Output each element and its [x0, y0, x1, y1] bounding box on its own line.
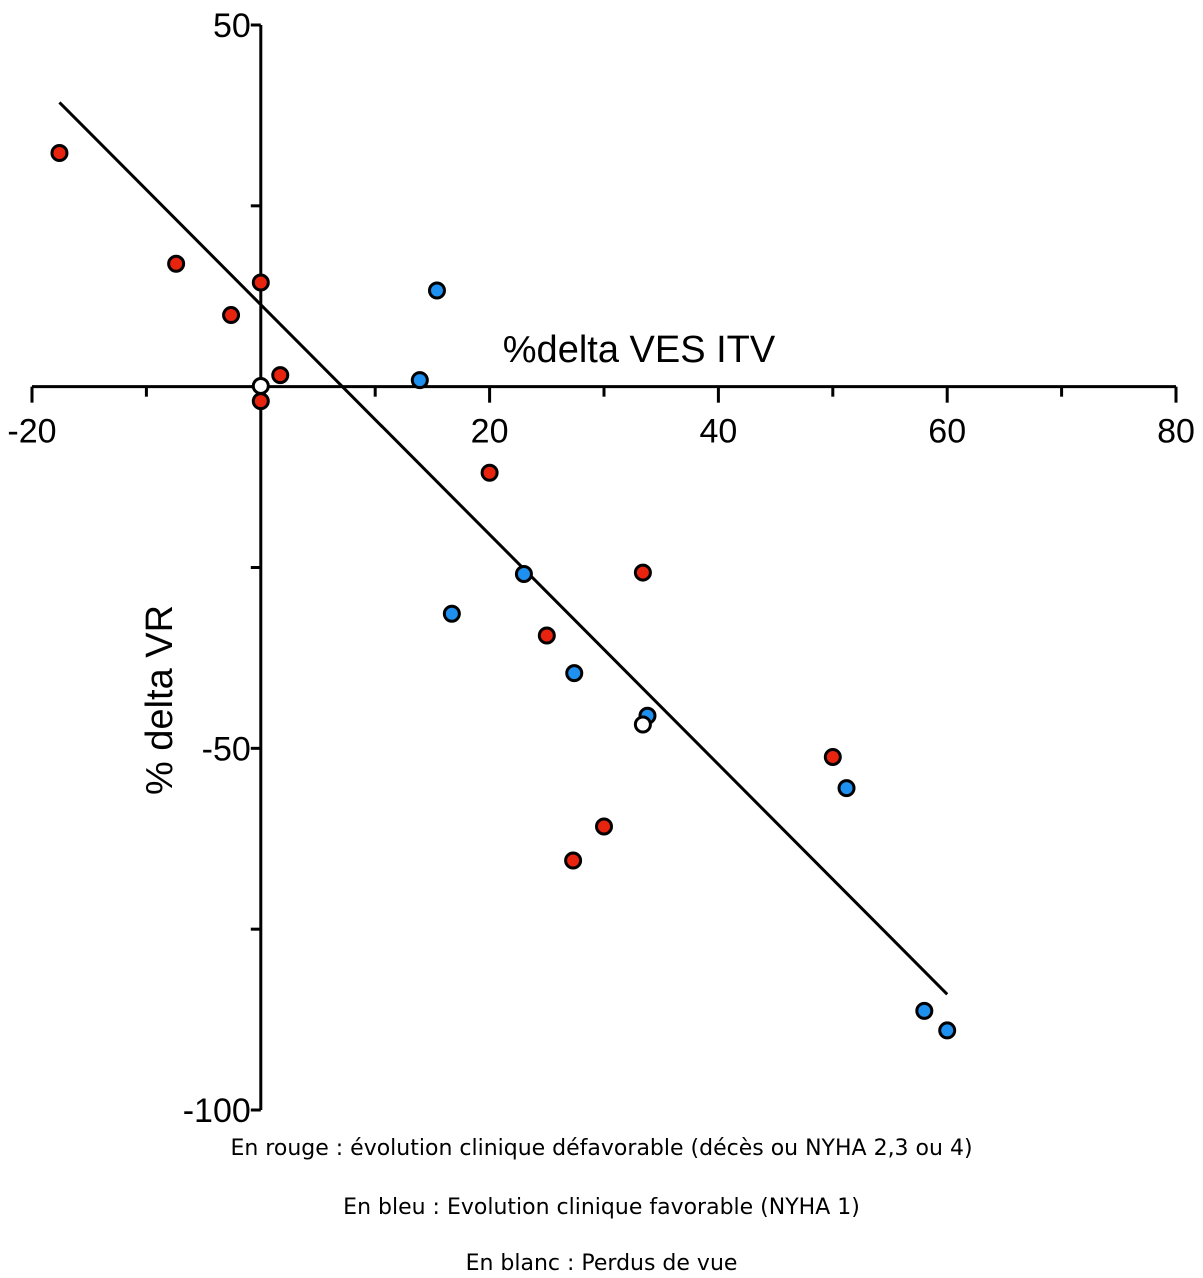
x-ticks: -20 20 40 60 80 [7, 386, 1195, 451]
legend-blue-text: En bleu : Evolution clinique favorable (… [343, 1195, 860, 1220]
y-ticks: 50 -50 -100 [183, 7, 261, 1130]
data-point-blue [514, 565, 533, 584]
data-point-red [251, 392, 270, 411]
x-tick-label: -20 [7, 413, 56, 451]
scatter-chart: -20 20 40 60 80 50 -50 -100 %delta VES ITV % d… [7, 7, 1194, 1130]
data-point-red [167, 254, 186, 273]
x-tick-label: 40 [699, 413, 737, 451]
data-point-blue [837, 779, 856, 798]
x-tick-label: 60 [928, 413, 966, 451]
data-point-red [537, 626, 556, 645]
data-point-blue [442, 604, 461, 623]
data-point-white [633, 715, 652, 734]
data-points [50, 144, 957, 1040]
data-point-red [251, 273, 270, 292]
data-point-blue [410, 371, 429, 390]
data-point-blue [938, 1021, 957, 1040]
data-point-red [564, 851, 583, 870]
data-point-red [222, 306, 241, 325]
data-point-white [251, 376, 270, 395]
data-point-red [823, 748, 842, 767]
axes: -20 20 40 60 80 50 -50 -100 [7, 7, 1194, 1130]
data-point-blue [565, 664, 584, 683]
data-point-red [595, 817, 613, 836]
data-point-red [633, 563, 652, 582]
x-tick-label: 20 [471, 413, 509, 451]
legend-red-text: En rouge : évolution clinique défavorabl… [230, 1136, 973, 1161]
y-tick-label: -50 [202, 730, 251, 768]
data-point-blue [915, 1001, 934, 1020]
data-point-blue [427, 281, 446, 300]
data-point-red [50, 144, 69, 163]
y-axis-title: % delta VR [139, 605, 181, 795]
x-axis-title: %delta VES ITV [503, 329, 776, 371]
y-tick-label: 50 [213, 7, 251, 45]
data-point-red [271, 366, 290, 385]
y-tick-label: -100 [183, 1092, 251, 1130]
regression-line [58, 101, 949, 996]
x-tick-label: 80 [1157, 413, 1195, 451]
legend-white-text: En blanc : Perdus de vue [465, 1251, 738, 1276]
data-point-red [480, 463, 499, 482]
